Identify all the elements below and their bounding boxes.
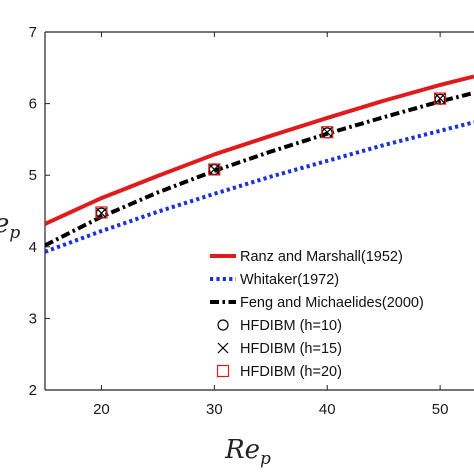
series-line-3 — [45, 90, 474, 248]
x-tick-label: 40 — [319, 401, 336, 418]
marker-point-square — [321, 126, 334, 139]
tick-layer: 20 30 40 50 2 3 4 5 6 7 — [29, 24, 449, 418]
marker-point-square — [95, 206, 108, 219]
legend-entry: HFDIBM (h=20) — [216, 364, 342, 380]
legend-swatch-marker — [217, 319, 229, 331]
marker-point-square — [208, 163, 221, 176]
legend-swatch-marker — [217, 342, 229, 354]
series-layer — [45, 74, 474, 254]
legend-label: Ranz and Marshall(1952) — [240, 249, 403, 265]
series-line-2 — [45, 120, 474, 254]
y-tick-label: 3 — [29, 310, 37, 327]
legend-label: HFDIBM (h=10) — [240, 318, 342, 334]
x-stroke-b — [321, 126, 333, 138]
x-tick-label: 50 — [432, 401, 449, 418]
legend-entry: HFDIBM (h=15) — [217, 341, 342, 357]
marker-point-x — [434, 93, 446, 105]
legend-swatch-marker — [216, 364, 230, 378]
x-axis-title-main: Re — [224, 435, 260, 465]
x-stroke-b — [217, 342, 229, 354]
marker-layer — [95, 92, 447, 219]
x-tick-label: 20 — [93, 401, 110, 418]
x-tick-label: 30 — [206, 401, 223, 418]
x-stroke-b — [96, 207, 107, 219]
y-tick-label: 4 — [29, 239, 37, 256]
legend-entry: Ranz and Marshall(1952) — [210, 249, 403, 265]
marker-point-x — [208, 164, 220, 175]
axes-frame — [44, 31, 474, 391]
marker-point-x — [321, 126, 333, 138]
x-axis-title: Rep — [224, 435, 271, 469]
legend-entry: Feng and Michaelides(2000) — [210, 295, 424, 311]
marker-point-x — [96, 207, 107, 219]
series-line-1 — [45, 74, 474, 226]
legend-label: HFDIBM (h=20) — [240, 364, 342, 380]
legend-entry: HFDIBM (h=10) — [217, 318, 342, 334]
marker-point-square — [434, 92, 447, 105]
y-tick-label: 5 — [29, 167, 37, 184]
y-tick-label: 2 — [29, 382, 37, 399]
y-axis-title: ep — [0, 209, 20, 243]
x-axis-title-subscript: p — [260, 449, 271, 469]
legend-label: Feng and Michaelides(2000) — [240, 295, 424, 311]
x-stroke-b — [434, 93, 446, 105]
legend-label: Whitaker(1972) — [240, 272, 339, 288]
legend-entry: Whitaker(1972) — [210, 272, 339, 288]
y-axis-title-subscript: p — [9, 223, 20, 243]
legend-label: HFDIBM (h=15) — [240, 341, 342, 357]
y-axis-title-main: e — [0, 209, 9, 239]
x-stroke-b — [208, 164, 220, 175]
y-tick-label: 6 — [29, 96, 37, 113]
legend: Ranz and Marshall(1952) Whitaker(1972) Fen… — [210, 249, 424, 380]
y-tick-label: 7 — [29, 24, 37, 41]
